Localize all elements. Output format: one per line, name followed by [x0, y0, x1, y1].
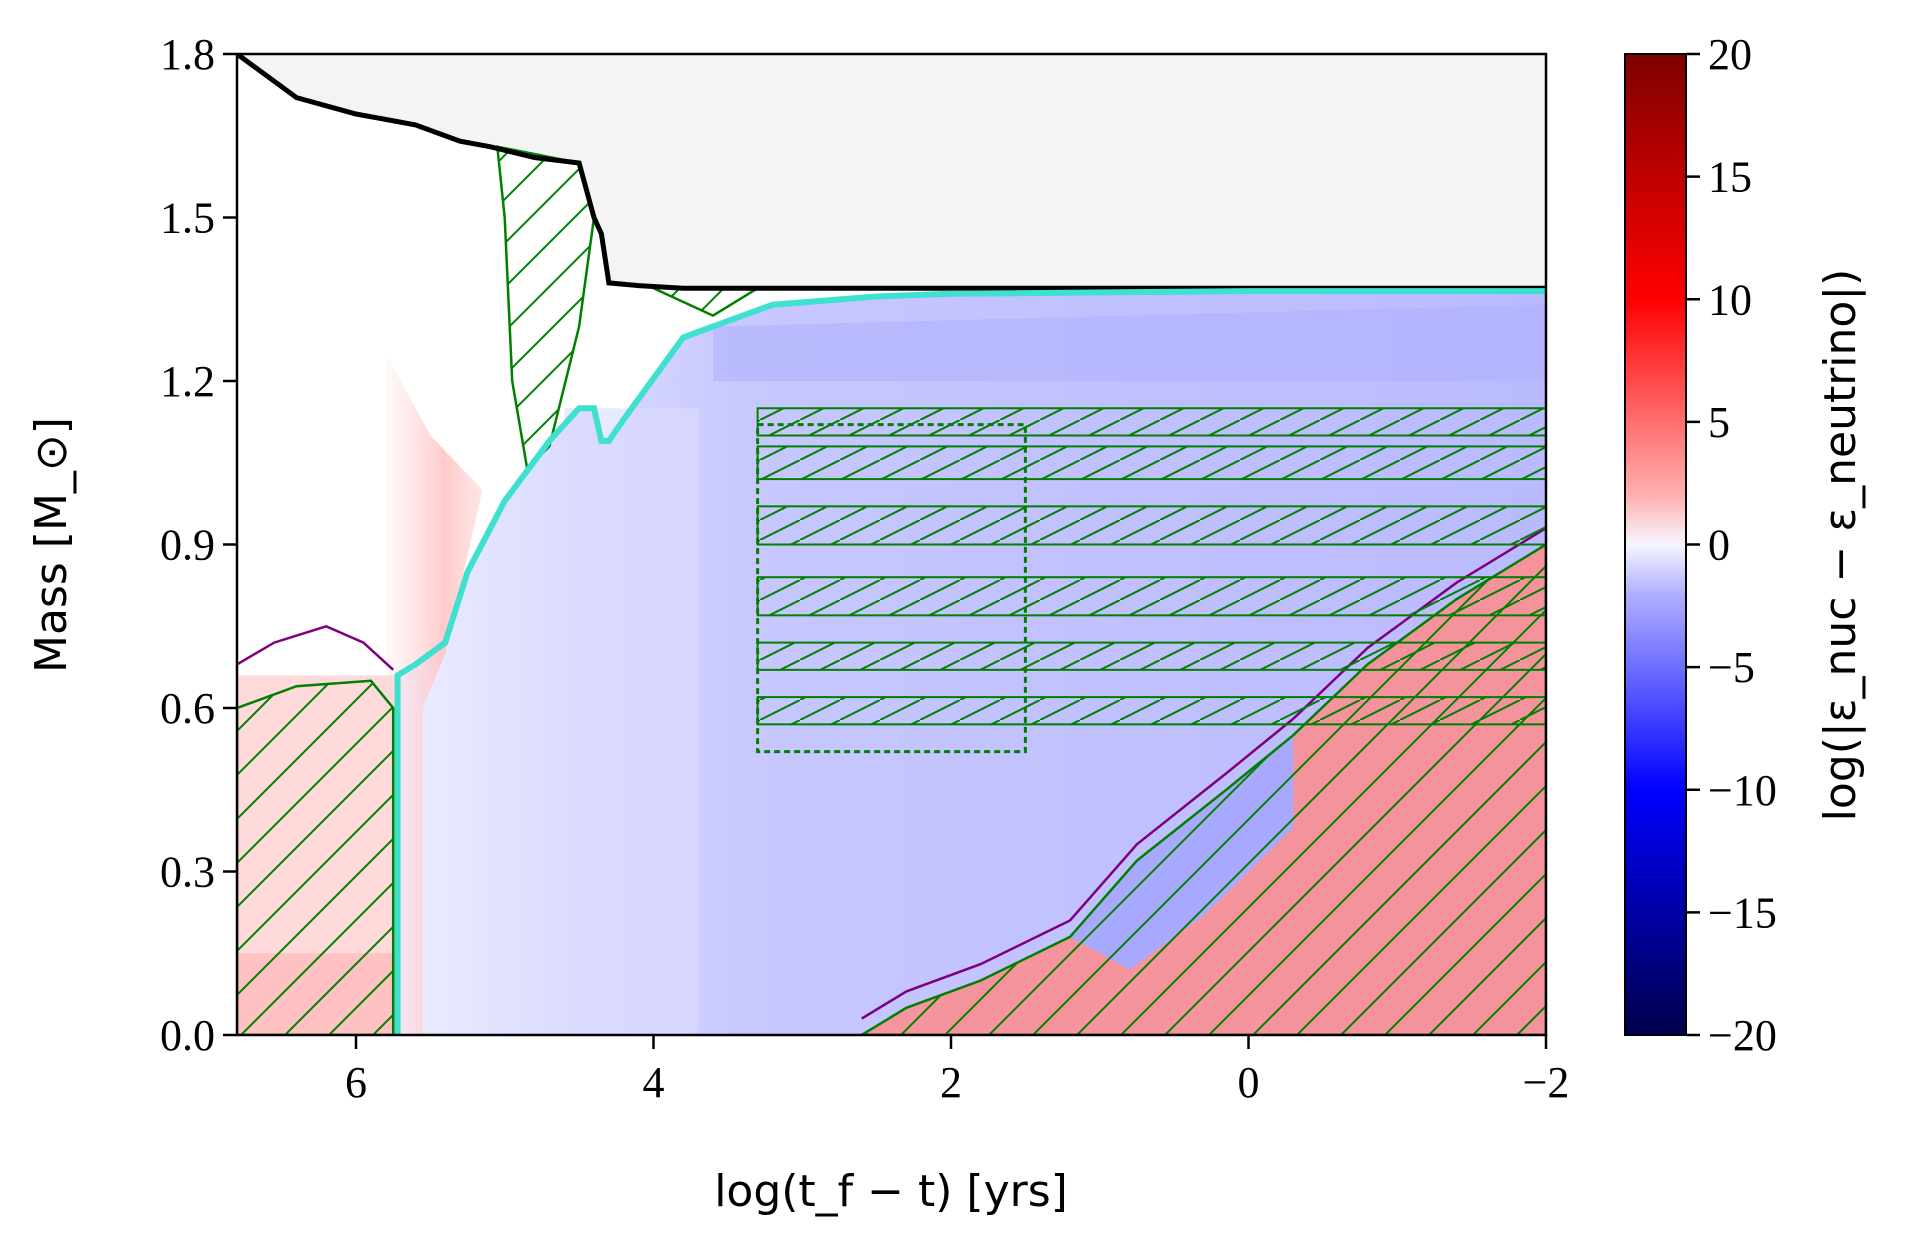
- x-axis: 6 4 2 0 −2: [345, 1035, 1569, 1107]
- x-tick-label: −2: [1523, 1058, 1570, 1107]
- y-tick-label: 0.3: [160, 848, 215, 897]
- y-axis-label: Mass [M_⊙]: [26, 417, 77, 673]
- y-tick-label: 0.6: [160, 684, 215, 733]
- series-lines: [237, 54, 1546, 1035]
- colorbar: 20 15 10 5 0 −5 −10 −15 −20 log(|ε_nuc − ε_neutr…: [1624, 30, 1866, 1060]
- envelope-region: [237, 54, 1546, 289]
- colorbar-tick-label: −5: [1708, 643, 1755, 692]
- convection-block: [756, 641, 1546, 671]
- cooling-band-light: [564, 408, 699, 1035]
- core-boundary-line: [394, 288, 1546, 1035]
- convective-zones: [237, 145, 1546, 1035]
- convection-block: [756, 407, 1546, 437]
- colorbar-ticks: 20 15 10 5 0 −5 −10 −15 −20: [1686, 30, 1777, 1060]
- colorbar-tick-label: 20: [1708, 30, 1752, 79]
- colorbar-tick-label: −10: [1708, 766, 1777, 815]
- convection-block: [756, 505, 1546, 546]
- convection-scatter: [756, 423, 1027, 754]
- cooling-band-outer: [713, 304, 1546, 381]
- y-tick-label: 0.9: [160, 521, 215, 570]
- colorbar-tick-label: 0: [1708, 521, 1730, 570]
- y-tick-label: 1.5: [160, 194, 215, 243]
- convection-block: [756, 696, 1546, 726]
- x-tick-label: 0: [1238, 1058, 1260, 1107]
- colorbar-tick-label: −20: [1708, 1011, 1777, 1060]
- y-axis: 0.0 0.3 0.6 0.9 1.2 1.5 1.8: [160, 30, 237, 1060]
- colorbar-label: log(|ε_nuc − ε_neutrino|): [1815, 269, 1866, 822]
- x-tick-label: 2: [940, 1058, 962, 1107]
- colorbar-gradient: [1624, 53, 1687, 1036]
- x-tick-label: 6: [345, 1058, 367, 1107]
- colorbar-tick-label: 5: [1708, 398, 1730, 447]
- y-tick-label: 0.0: [160, 1011, 215, 1060]
- y-tick-label: 1.8: [160, 30, 215, 79]
- y-tick-label: 1.2: [160, 357, 215, 406]
- convection-block: [756, 445, 1546, 481]
- colorbar-tick-label: 10: [1708, 275, 1752, 324]
- overshoot-left: [237, 624, 395, 671]
- convection-zone-left: [237, 679, 395, 1035]
- colorbar-tick-label: 15: [1708, 153, 1752, 202]
- convection-block: [756, 576, 1546, 617]
- x-tick-label: 4: [643, 1058, 665, 1107]
- plot-area: [237, 54, 1546, 1035]
- colorbar-tick-label: −15: [1708, 888, 1777, 937]
- total-mass-line: [237, 54, 1546, 291]
- x-axis-label: log(t_f − t) [yrs]: [714, 1166, 1068, 1217]
- heating-wedge: [385, 353, 483, 1035]
